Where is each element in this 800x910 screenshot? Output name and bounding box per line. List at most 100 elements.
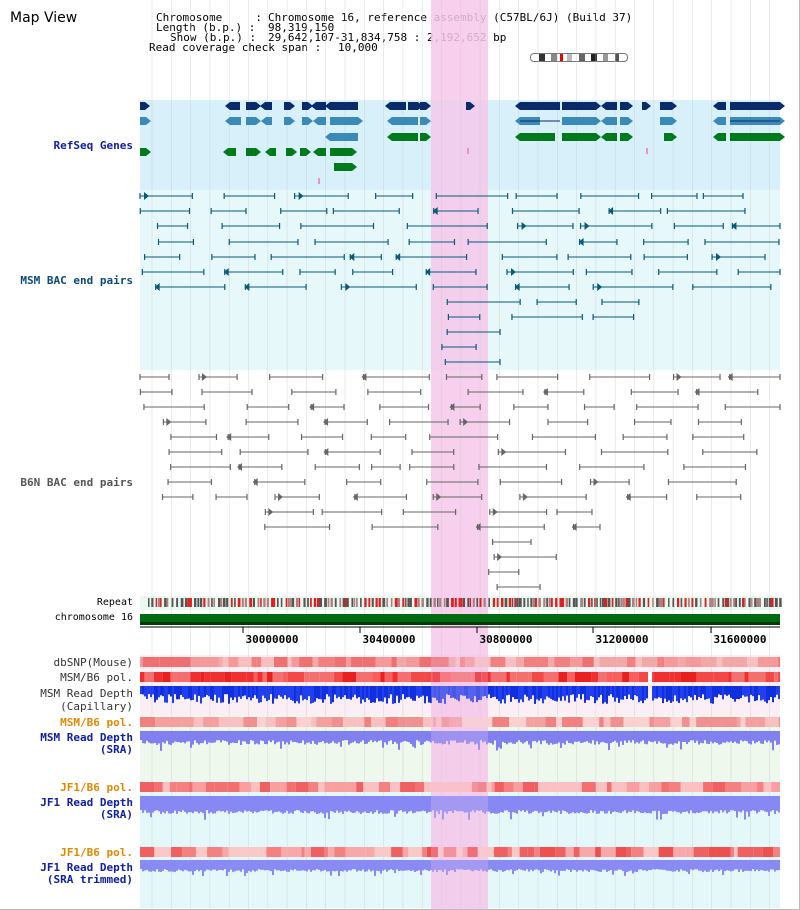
msm-pol-cell [558, 672, 568, 682]
jf1-depth-sra-bar [534, 796, 536, 811]
msm-depth-cap-bar [744, 686, 746, 697]
msm-depth-sra-bar [694, 731, 696, 743]
jf1-depth-trim-bar [400, 860, 402, 871]
jf1-depth-sra-bar [386, 796, 388, 814]
msm-depth-cap-bar [718, 686, 720, 695]
msm-depth-sra-bar [490, 731, 492, 744]
msm-depth-sra-bar [558, 731, 560, 743]
jf1-depth-trim-bar [388, 860, 390, 871]
track-label-refseq-genes[interactable]: RefSeq Genes [53, 139, 133, 152]
jf1-depth-sra-bar [518, 796, 520, 811]
msm-depth-cap-bar [564, 686, 566, 701]
repeat-element [234, 598, 236, 607]
jf1-depth-sra-bar [332, 796, 334, 812]
repeat-element [316, 598, 320, 607]
span-value: 10,000 [338, 41, 378, 54]
msm-pol-cell [190, 672, 201, 682]
jf1-pol-cell [576, 782, 582, 792]
msm-depth-sra-bar [468, 731, 470, 744]
msm-depth-sra-bar [294, 731, 296, 742]
msm-pol-gap [648, 672, 652, 682]
msm-pol2-cell [670, 717, 683, 727]
repeat-element [532, 598, 536, 607]
msm-depth-cap-bar [500, 686, 502, 704]
dbsnp-cell [626, 657, 636, 667]
msm-depth-cap-bar [668, 686, 670, 701]
msm-depth-cap-bar [538, 686, 540, 701]
repeat-element [704, 598, 707, 607]
repeat-element [492, 598, 496, 607]
dbsnp-cell [660, 657, 665, 667]
repeat-element [550, 598, 553, 607]
repeat-element [607, 598, 611, 607]
msm-depth-sra-bar [616, 731, 618, 743]
jf1-depth-trim-bar [722, 860, 724, 876]
gene-strand-arrow [515, 102, 520, 110]
msm-pol-cell [176, 672, 191, 682]
msm-depth-sra-bar [642, 731, 644, 741]
msm-depth-cap-bar [418, 686, 420, 698]
msm-depth-sra-bar [196, 731, 198, 743]
jf1-depth-sra-bar [220, 796, 222, 812]
msm-depth-cap-bar [716, 686, 718, 698]
chromosome-ideogram[interactable] [530, 53, 628, 62]
msm-depth-cap-bar [438, 686, 440, 703]
repeat-element [714, 598, 716, 607]
msm-depth-sra-bar [728, 731, 730, 743]
jf1-depth-trim-bar [304, 860, 306, 871]
jf1-depth-sra-bar [232, 796, 234, 813]
jf1-depth-sra-bar [170, 796, 172, 814]
repeat-element [462, 598, 466, 607]
gene-exon [718, 117, 726, 125]
jf1-depth-sra-bar [442, 796, 444, 820]
msm-depth-cap-bar [770, 686, 772, 698]
msm-depth-cap-bar [182, 686, 184, 698]
msm-depth-sra-bar [726, 731, 728, 742]
jf1-depth-trim-bar [384, 860, 386, 870]
msm-depth-sra-bar [452, 731, 454, 741]
track-label-b6n-bac[interactable]: B6N BAC end pairs [20, 476, 133, 489]
gene-exon [562, 102, 596, 110]
jf1-depth-trim-bar [390, 860, 392, 870]
msm-depth-cap-bar [382, 686, 384, 702]
msm-depth-sra-bar [228, 731, 230, 745]
jf1-depth-sra-bar [664, 796, 666, 814]
msm-depth-sra-bar [464, 731, 466, 741]
jf1-pol2-cell [773, 847, 780, 857]
jf1-depth-trim-bar [254, 860, 256, 872]
msm-depth-cap-bar [358, 686, 360, 698]
msm-depth-cap-bar [240, 686, 242, 699]
jf1-depth-trim-bar [396, 860, 398, 870]
jf1-pol-cell [763, 782, 772, 792]
jf1-depth-trim-bar [348, 860, 350, 871]
jf1-depth-trim-bar [258, 860, 260, 870]
jf1-depth-sra-bar [250, 796, 252, 812]
jf1-depth-sra-bar [520, 796, 522, 812]
jf1-depth-sra-bar [408, 796, 410, 812]
msm-depth-sra-bar [772, 731, 774, 751]
jf1-depth-sra-bar [412, 796, 414, 814]
msm-depth-sra-bar [322, 731, 324, 741]
jf1-depth-trim-bar [262, 860, 264, 870]
jf1-depth-trim-bar [694, 860, 696, 870]
jf1-depth-sra-bar [354, 796, 356, 813]
jf1-depth-trim-bar [154, 860, 156, 872]
jf1-depth-sra-bar [298, 796, 300, 811]
jf1-depth-sra-bar [262, 796, 264, 811]
msm-pol-cell [356, 672, 373, 682]
jf1-depth-sra-bar [460, 796, 462, 811]
jf1-depth-sra-bar [158, 796, 160, 812]
jf1-depth-trim-bar [674, 860, 676, 872]
axis-tick-label: 30000000 [246, 633, 299, 646]
msm-depth-cap-bar [440, 686, 442, 704]
jf1-pol2-cell [615, 847, 627, 857]
repeat-element [658, 598, 662, 607]
jf1-depth-trim-bar [398, 860, 400, 872]
jf1-depth-sra-bar [454, 796, 456, 811]
track-label-msm-bac[interactable]: MSM BAC end pairs [20, 274, 133, 287]
msm-depth-sra-bar [516, 731, 518, 743]
repeat-element [458, 598, 461, 607]
jf1-depth-sra-bar [734, 796, 736, 811]
jf1-depth-sra-bar [194, 796, 196, 812]
